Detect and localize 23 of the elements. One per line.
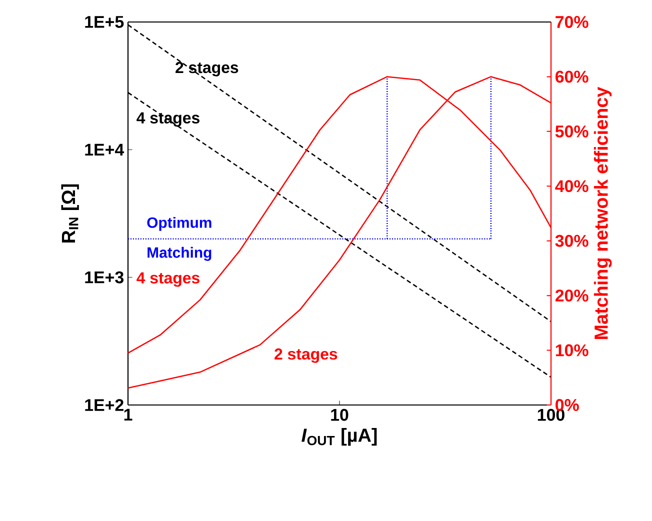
y-tick-label: 1E+2 <box>85 399 124 411</box>
y-tick-label: 1E+3 <box>85 271 124 284</box>
y-axis-title: R$_{IN}$ [Ω] <box>61 184 79 242</box>
series-label: 4 stages <box>136 112 200 127</box>
x-tick-label: 10 <box>331 408 348 421</box>
x-tick-label: 1 <box>124 408 132 421</box>
series-label: 4 stages <box>136 272 200 287</box>
y-tick-label: 1E+4 <box>85 144 124 156</box>
y2-axis-title: Matching network efficiency <box>594 86 612 339</box>
y2-tick-label: 50% <box>555 125 588 138</box>
x-axis-title: I$_{OUT}$ [µA] <box>302 428 377 446</box>
y2-tick-label: 10% <box>556 344 588 356</box>
x-tick-label: 100 <box>538 408 564 421</box>
series-label: 2 stages <box>274 348 338 363</box>
y2-tick-label: 40% <box>555 180 588 192</box>
y2-tick-label: 60% <box>556 70 588 83</box>
y2-tick-label: 70% <box>556 16 588 28</box>
y2-tick-label: 0% <box>556 399 579 411</box>
y2-tick-label: 30% <box>555 234 588 247</box>
y2-tick-label: 20% <box>555 290 588 302</box>
y-tick-label: 1E+5 <box>85 16 124 28</box>
annotation: Optimum Matching <box>147 216 212 261</box>
series-label: 2 stages <box>176 62 238 76</box>
